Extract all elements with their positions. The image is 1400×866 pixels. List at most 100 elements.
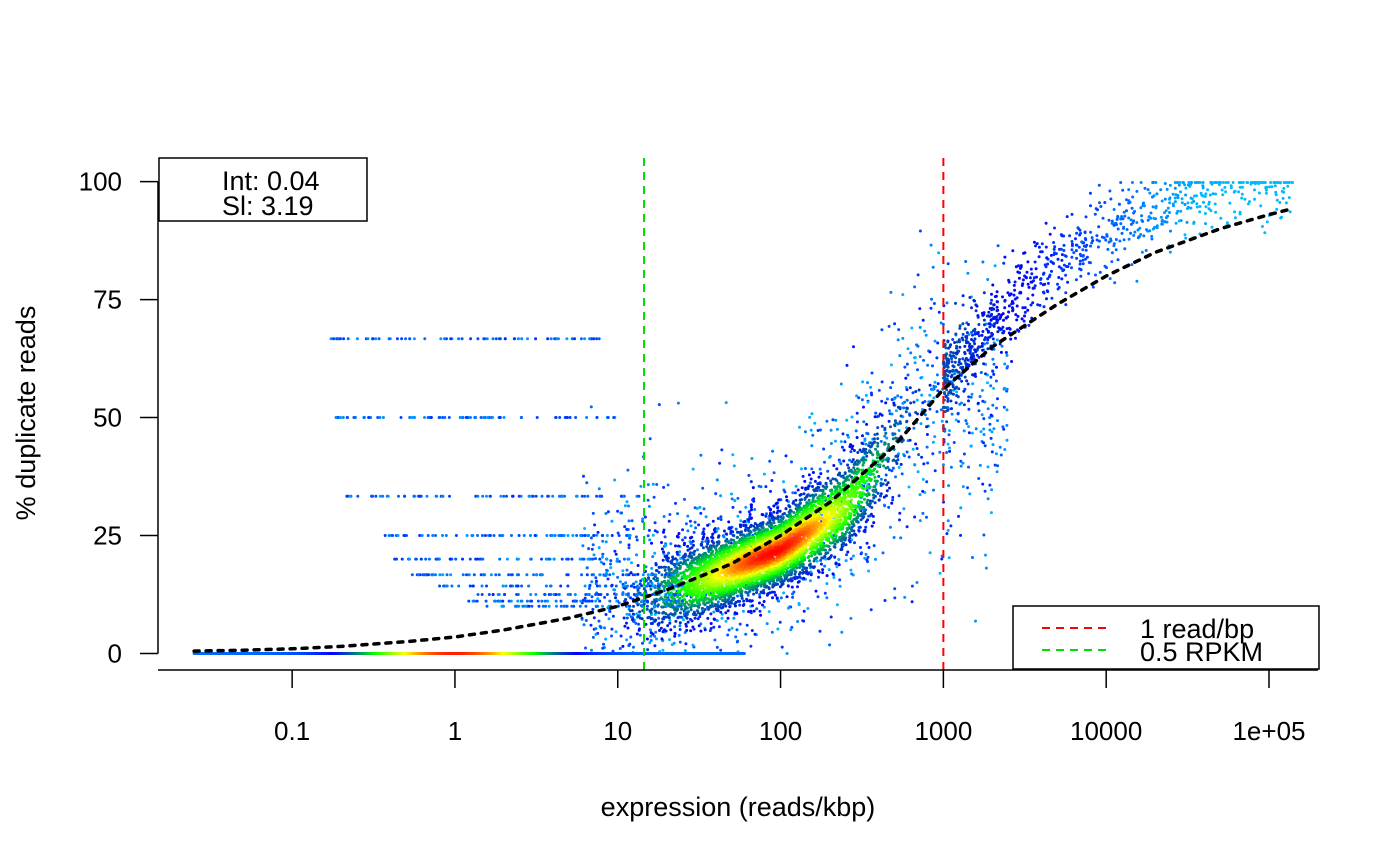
data-point — [1029, 267, 1033, 271]
data-point — [673, 625, 677, 629]
data-point — [643, 589, 647, 593]
data-point — [933, 469, 937, 473]
data-point — [977, 477, 981, 480]
data-point — [1183, 203, 1187, 206]
data-point — [650, 566, 654, 570]
data-point — [641, 517, 645, 521]
data-point — [879, 477, 883, 481]
data-point — [1224, 190, 1228, 194]
data-point — [848, 458, 851, 462]
data-point — [1049, 253, 1053, 257]
data-point — [1062, 249, 1066, 252]
data-point — [1116, 258, 1120, 262]
data-point — [1155, 192, 1159, 196]
data-point — [1229, 186, 1233, 190]
data-point — [1171, 192, 1175, 196]
data-point — [1240, 192, 1244, 196]
data-point — [989, 511, 993, 515]
data-point — [718, 461, 722, 465]
data-point — [797, 572, 801, 576]
data-point — [1035, 242, 1039, 246]
data-point — [1125, 228, 1129, 231]
data-point — [999, 350, 1003, 354]
data-point — [1207, 207, 1211, 211]
data-point — [880, 399, 884, 403]
data-point — [998, 327, 1002, 331]
data-point — [752, 499, 756, 503]
data-point — [711, 536, 715, 540]
data-point — [830, 488, 834, 492]
data-point — [1083, 237, 1087, 240]
data-point — [587, 587, 591, 590]
data-point — [1060, 253, 1064, 257]
data-point — [802, 609, 806, 613]
data-point — [1164, 209, 1168, 213]
data-point — [1048, 232, 1052, 236]
data-point — [635, 538, 639, 542]
data-point — [999, 453, 1003, 457]
data-point — [995, 290, 999, 294]
data-point — [982, 291, 986, 295]
data-point — [777, 520, 781, 524]
data-point — [675, 535, 679, 539]
data-point — [954, 418, 958, 422]
data-point — [759, 613, 763, 617]
data-point — [1123, 214, 1127, 218]
data-point — [713, 638, 717, 642]
data-point — [636, 572, 640, 576]
data-point — [973, 327, 977, 331]
data-point — [762, 605, 766, 609]
data-point — [655, 483, 659, 486]
data-point — [989, 314, 993, 317]
data-point — [819, 472, 823, 476]
data-point — [946, 519, 950, 523]
data-point — [683, 497, 686, 501]
data-point — [1078, 262, 1082, 266]
data-point — [1272, 181, 1276, 184]
data-point — [736, 639, 740, 643]
data-point — [903, 454, 906, 458]
data-point — [613, 549, 617, 553]
data-point — [970, 306, 973, 310]
data-point — [1040, 250, 1044, 254]
data-point — [929, 306, 933, 310]
data-point — [1059, 266, 1063, 270]
data-point — [839, 462, 843, 466]
data-point — [660, 637, 664, 641]
data-point — [982, 318, 986, 322]
data-point — [597, 487, 601, 491]
data-point — [962, 452, 966, 456]
data-point — [1112, 208, 1116, 211]
data-point — [1099, 205, 1103, 208]
data-point — [635, 612, 639, 616]
data-point — [625, 616, 629, 620]
data-point — [1091, 285, 1095, 289]
data-point — [816, 429, 820, 432]
data-point — [974, 619, 977, 623]
data-point — [657, 611, 661, 615]
data-point — [809, 428, 813, 432]
data-point — [936, 341, 940, 345]
data-point — [677, 544, 680, 548]
data-point — [1131, 195, 1135, 199]
data-point — [1190, 197, 1194, 201]
data-point — [1091, 239, 1095, 243]
data-point — [992, 427, 996, 431]
data-point — [653, 529, 657, 533]
data-point — [589, 623, 593, 627]
data-point — [995, 317, 999, 321]
data-point — [939, 321, 943, 325]
data-point — [1137, 235, 1141, 239]
data-point — [947, 484, 951, 488]
data-point — [974, 350, 978, 354]
data-point — [910, 326, 914, 330]
data-point — [752, 592, 756, 596]
data-point — [958, 402, 962, 406]
data-point — [925, 515, 928, 519]
data-point — [827, 545, 831, 548]
data-point — [992, 386, 996, 390]
data-point — [625, 638, 629, 642]
data-point — [1046, 262, 1050, 266]
data-point — [933, 339, 937, 343]
data-point — [1187, 181, 1191, 184]
